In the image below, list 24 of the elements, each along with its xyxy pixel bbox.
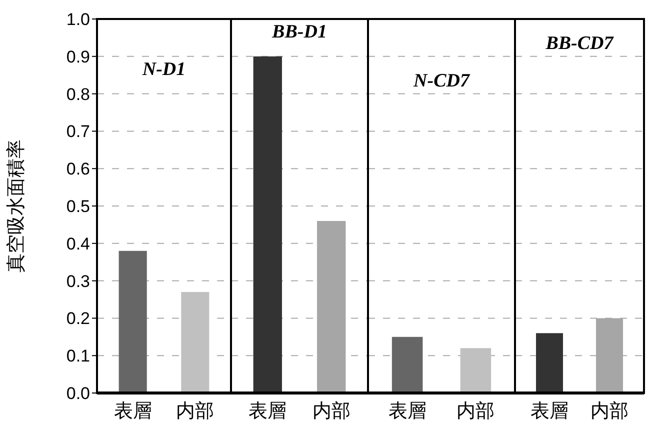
y-axis-title: 真空吸水面積率: [5, 140, 27, 272]
x-tick-label: 内部: [176, 400, 214, 422]
text: N-D1: [141, 59, 186, 80]
y-tick-label: 0.5: [66, 196, 90, 216]
y-tick-label: 0.8: [66, 84, 90, 104]
text: N-CD7: [412, 70, 471, 92]
y-tick-label: 1.0: [66, 10, 90, 29]
y-tick-label: 0.7: [66, 122, 90, 142]
x-tick-label: 内部: [312, 400, 350, 422]
y-tick-label: 0.1: [66, 346, 90, 366]
y-tick-label: 0.2: [66, 309, 90, 328]
x-tick-label: 表層: [388, 400, 426, 422]
y-tick-label: 0.4: [66, 234, 90, 254]
chart-title: BB-D1: [271, 22, 327, 43]
x-tick-label: 表層: [248, 400, 287, 422]
text: BB-CD7: [544, 32, 615, 54]
x-tick-label: 表層: [114, 400, 152, 422]
x-tick-label: 内部: [456, 400, 495, 422]
y-tick-label: 0.3: [66, 272, 90, 291]
y-tick-label: 0.0: [66, 384, 90, 403]
x-tick-label: 内部: [590, 400, 628, 422]
x-tick-label: 表層: [530, 400, 568, 422]
y-tick-label: 0.6: [66, 160, 90, 179]
y-tick-label: 0.9: [66, 47, 90, 66]
